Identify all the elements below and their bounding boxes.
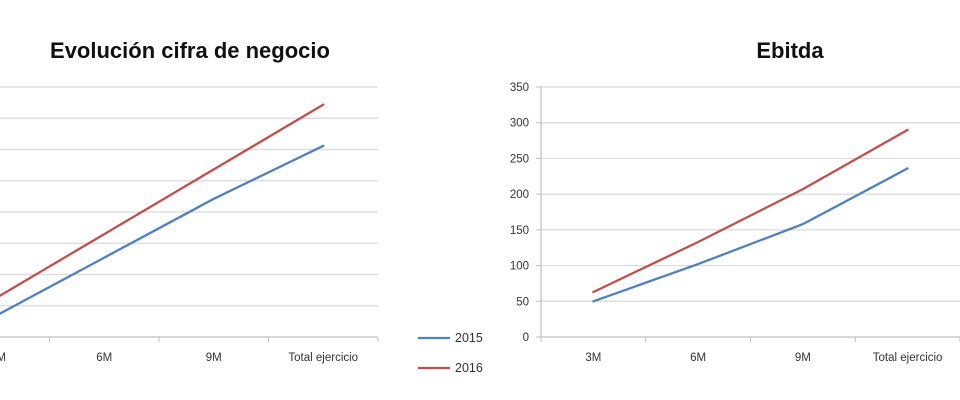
y-tick-label: 250 bbox=[510, 153, 529, 165]
chart-ebitda: Ebitda 0 50 100 150 200 250 300 350 3M 6M 9M Total… bbox=[510, 38, 960, 364]
chart-ebitda-grid bbox=[541, 86, 960, 302]
y-tick-label: 200 bbox=[510, 189, 529, 201]
y-tick-label: 0 bbox=[523, 332, 529, 344]
legend-label-2016: 2016 bbox=[455, 361, 483, 375]
chart-revenue-axes bbox=[0, 336, 379, 342]
chart-revenue-grid bbox=[0, 86, 378, 307]
chart-revenue-x-labels: M 6M 9M Total ejercicio bbox=[0, 352, 358, 364]
x-tick-label: 3M bbox=[585, 352, 601, 364]
chart-ebitda-axes bbox=[540, 87, 960, 342]
y-tick-label: 150 bbox=[510, 225, 529, 237]
chart-ebitda-x-labels: 3M 6M 9M Total ejercicio bbox=[585, 352, 942, 364]
chart-ebitda-title: Ebitda bbox=[756, 38, 824, 63]
x-tick-label: 6M bbox=[96, 352, 112, 364]
y-tick-label: 100 bbox=[510, 261, 529, 273]
chart-ebitda-y-ticks: 0 50 100 150 200 250 300 350 bbox=[510, 82, 541, 344]
x-tick-label: Total ejercicio bbox=[288, 352, 358, 364]
x-tick-label: 9M bbox=[795, 352, 811, 364]
series-line-2016 bbox=[592, 128, 909, 294]
series-line-2015 bbox=[0, 144, 325, 315]
y-tick-label: 300 bbox=[510, 118, 529, 130]
x-tick-label: Total ejercicio bbox=[873, 352, 943, 364]
y-tick-label: 350 bbox=[510, 82, 529, 94]
chart-revenue-title: Evolución cifra de negocio bbox=[50, 38, 330, 63]
chart-revenue-series bbox=[0, 103, 325, 315]
x-tick-label: 9M bbox=[206, 352, 222, 364]
chart-ebitda-series bbox=[592, 128, 909, 303]
series-line-2016 bbox=[0, 103, 325, 298]
x-tick-label: 6M bbox=[690, 352, 706, 364]
y-tick-label: 50 bbox=[516, 296, 529, 308]
legend-label-2015: 2015 bbox=[455, 331, 483, 345]
chart-revenue: Evolución cifra de negocio M 6M 9M Total ej… bbox=[0, 38, 379, 364]
series-line-2015 bbox=[592, 167, 909, 303]
x-tick-label: M bbox=[0, 352, 6, 364]
legend: 2015 2016 bbox=[418, 331, 483, 375]
